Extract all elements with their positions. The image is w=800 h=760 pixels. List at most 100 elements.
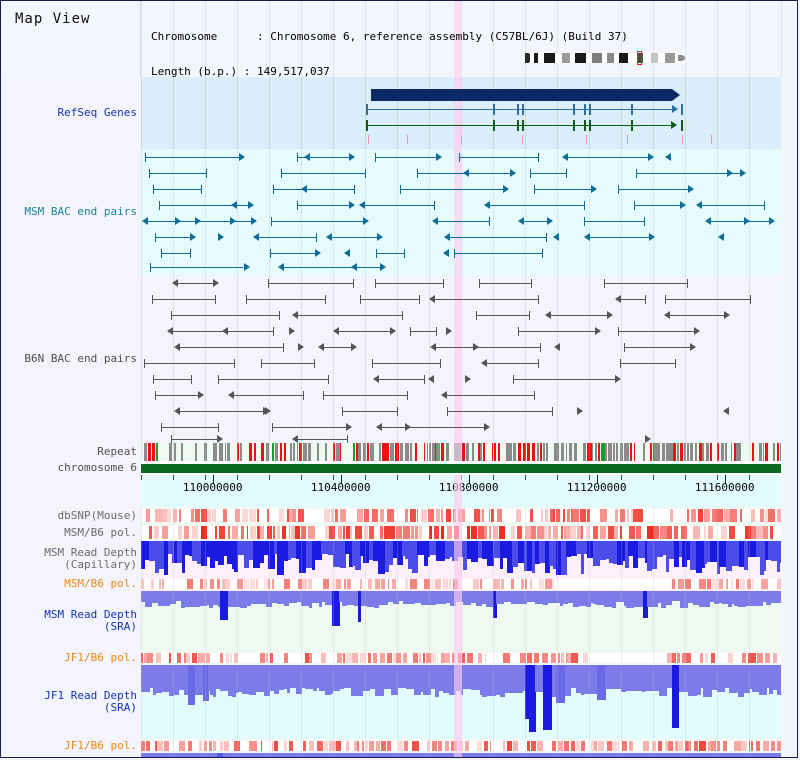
bac-end-pair[interactable] xyxy=(298,439,347,440)
bac-end-pair[interactable] xyxy=(487,363,538,364)
bac-end-pair[interactable] xyxy=(365,205,435,206)
bac-end-pair[interactable] xyxy=(449,237,547,238)
bac-orphan-end[interactable] xyxy=(300,185,307,193)
bac-end-pair[interactable] xyxy=(436,347,541,348)
bac-end-pair[interactable] xyxy=(218,379,329,380)
bac-end-pair[interactable] xyxy=(375,253,404,254)
bac-end-pair[interactable] xyxy=(702,205,765,206)
bac-orphan-end[interactable] xyxy=(463,169,470,177)
bac-end-pair[interactable] xyxy=(381,427,485,428)
bac-end-pair[interactable] xyxy=(603,283,687,284)
bac-orphan-end[interactable] xyxy=(446,327,453,335)
refseq-gene-bar[interactable] xyxy=(371,89,673,101)
bac-end-pair[interactable] xyxy=(331,237,377,238)
bac-orphan-end[interactable] xyxy=(175,217,182,225)
bac-end-pair[interactable] xyxy=(281,173,366,174)
bac-end-pair[interactable] xyxy=(272,427,346,428)
bac-end-pair[interactable] xyxy=(158,205,248,206)
bac-end-pair[interactable] xyxy=(583,221,645,222)
bac-end-pair[interactable] xyxy=(177,283,213,284)
bac-end-pair[interactable] xyxy=(144,363,234,364)
bac-end-pair[interactable] xyxy=(144,157,240,158)
bac-end-pair[interactable] xyxy=(534,189,591,190)
bac-end-pair[interactable] xyxy=(233,395,304,396)
bac-end-pair[interactable] xyxy=(273,189,354,190)
bac-orphan-end[interactable] xyxy=(351,263,358,271)
bac-end-pair[interactable] xyxy=(152,379,191,380)
bac-end-pair[interactable] xyxy=(375,157,437,158)
bac-end-pair[interactable] xyxy=(590,237,650,238)
bac-end-pair[interactable] xyxy=(359,299,420,300)
bac-end-pair[interactable] xyxy=(338,331,391,332)
bac-orphan-end[interactable] xyxy=(644,435,651,443)
bac-orphan-end[interactable] xyxy=(297,343,304,351)
bac-end-pair[interactable] xyxy=(446,411,553,412)
bac-end-pair[interactable] xyxy=(633,205,680,206)
bac-end-pair[interactable] xyxy=(636,173,740,174)
bac-end-pair[interactable] xyxy=(621,299,646,300)
bac-end-pair[interactable] xyxy=(296,205,350,206)
bac-orphan-end[interactable] xyxy=(404,423,411,431)
bac-end-pair[interactable] xyxy=(297,315,403,316)
ideogram-position-marker[interactable] xyxy=(637,51,643,65)
bac-end-pair[interactable] xyxy=(246,299,325,300)
bac-end-pair[interactable] xyxy=(160,427,218,428)
bac-end-pair[interactable] xyxy=(375,283,443,284)
bac-end-pair[interactable] xyxy=(454,253,543,254)
bac-end-pair[interactable] xyxy=(435,299,539,300)
bac-end-pair[interactable] xyxy=(372,363,441,364)
bac-orphan-end[interactable] xyxy=(723,407,730,415)
bac-end-pair[interactable] xyxy=(476,315,530,316)
bac-orphan-end[interactable] xyxy=(744,217,751,225)
bac-end-pair[interactable] xyxy=(513,379,615,380)
bac-end-pair[interactable] xyxy=(148,173,206,174)
bac-orphan-end[interactable] xyxy=(343,249,350,257)
bac-orphan-end[interactable] xyxy=(288,327,295,335)
bac-end-pair[interactable] xyxy=(458,157,538,158)
bac-orphan-end[interactable] xyxy=(727,169,734,177)
bac-end-pair[interactable] xyxy=(551,315,608,316)
bac-end-pair[interactable] xyxy=(665,299,751,300)
bac-end-pair[interactable] xyxy=(517,331,596,332)
bac-orphan-end[interactable] xyxy=(442,249,449,257)
bac-end-pair[interactable] xyxy=(271,221,364,222)
bac-end-pair[interactable] xyxy=(324,347,351,348)
bac-end-pair[interactable] xyxy=(153,189,201,190)
bac-end-pair[interactable] xyxy=(155,237,191,238)
bac-orphan-end[interactable] xyxy=(229,217,236,225)
bac-end-pair[interactable] xyxy=(180,411,264,412)
bac-orphan-end[interactable] xyxy=(554,343,561,351)
chromosome-ideogram[interactable] xyxy=(525,51,685,65)
bac-end-pair[interactable] xyxy=(669,315,725,316)
bac-end-pair[interactable] xyxy=(151,299,216,300)
bac-orphan-end[interactable] xyxy=(428,375,435,383)
bac-orphan-end[interactable] xyxy=(230,201,237,209)
bac-end-pair[interactable] xyxy=(490,205,584,206)
bac-end-pair[interactable] xyxy=(160,253,191,254)
bac-end-pair[interactable] xyxy=(379,379,425,380)
bac-orphan-end[interactable] xyxy=(472,343,479,351)
bac-end-pair[interactable] xyxy=(438,221,489,222)
bac-end-pair[interactable] xyxy=(342,411,398,412)
bac-orphan-end[interactable] xyxy=(217,233,224,241)
bac-end-pair[interactable] xyxy=(269,253,316,254)
bac-end-pair[interactable] xyxy=(268,283,354,284)
bac-end-pair[interactable] xyxy=(399,189,503,190)
bac-end-pair[interactable] xyxy=(322,395,408,396)
bac-end-pair[interactable] xyxy=(623,347,691,348)
bac-orphan-end[interactable] xyxy=(222,327,229,335)
bac-orphan-end[interactable] xyxy=(304,153,311,161)
bac-orphan-end[interactable] xyxy=(464,375,471,383)
bac-orphan-end[interactable] xyxy=(577,407,584,415)
bac-end-pair[interactable] xyxy=(529,173,566,174)
bac-end-pair[interactable] xyxy=(446,395,535,396)
bac-end-pair[interactable] xyxy=(710,221,770,222)
bac-orphan-end[interactable] xyxy=(264,407,271,415)
bac-orphan-end[interactable] xyxy=(553,233,560,241)
bac-end-pair[interactable] xyxy=(179,347,283,348)
bac-orphan-end[interactable] xyxy=(665,153,672,161)
bac-orphan-end[interactable] xyxy=(718,233,725,241)
bac-end-pair[interactable] xyxy=(409,331,436,332)
bac-end-pair[interactable] xyxy=(617,331,694,332)
bac-end-pair[interactable] xyxy=(149,267,244,268)
